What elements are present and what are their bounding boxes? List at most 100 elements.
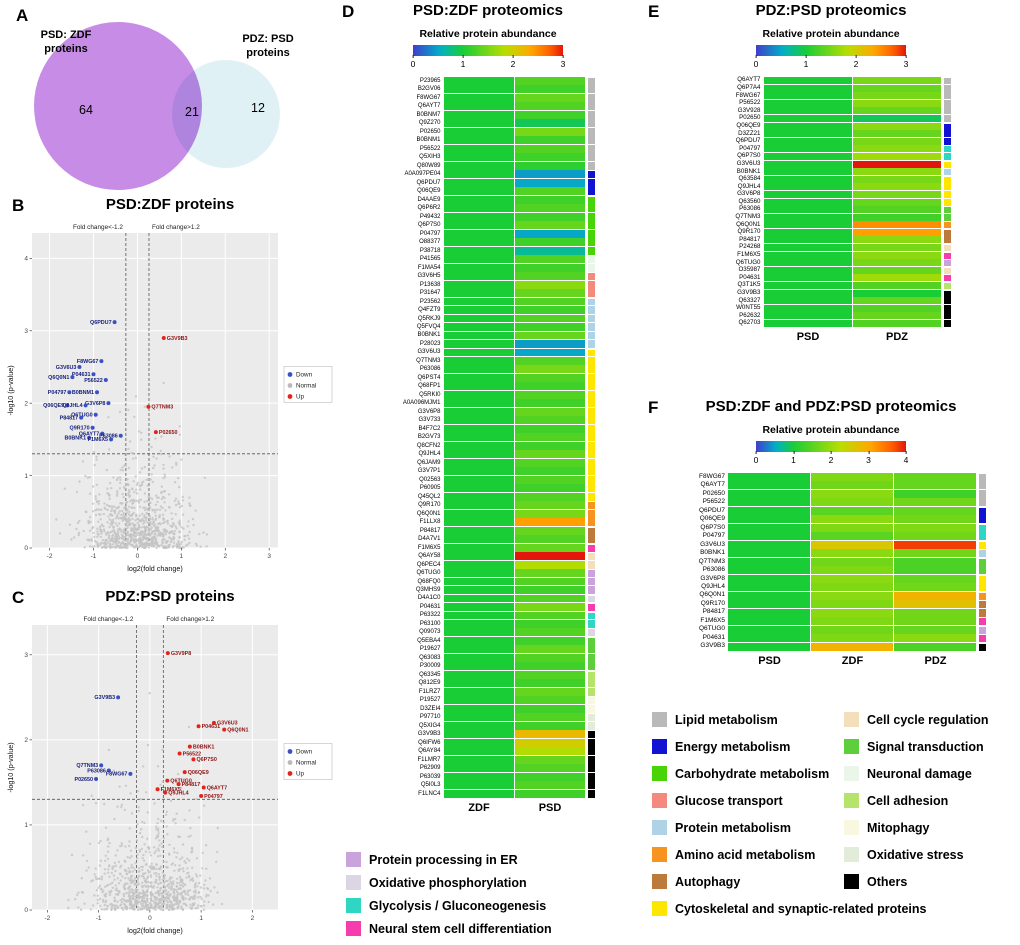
heatmap-cell <box>443 93 514 102</box>
background-point <box>110 514 113 517</box>
heatmap-row: D4AAE9 <box>336 195 640 204</box>
background-point <box>143 500 146 503</box>
background-point <box>199 545 202 548</box>
gene-label: F1LLX8 <box>419 519 441 526</box>
panel-letter-a: A <box>16 6 29 25</box>
background-point <box>138 471 142 474</box>
background-point <box>181 908 185 912</box>
background-point <box>182 527 185 530</box>
category-strip <box>587 475 595 484</box>
background-point <box>110 507 114 511</box>
heatmap-d-grid: P23965 B2GV06 F8WG67 Q6AYT7 B0BNM7 Q9Z270 P026… <box>336 77 640 798</box>
background-point <box>199 895 202 899</box>
background-point <box>141 835 144 839</box>
heatmap-row: D4A1C0 <box>336 594 640 603</box>
gene-label: G3V9B3 <box>737 289 761 297</box>
category-strip <box>587 620 595 628</box>
background-point <box>178 892 182 895</box>
background-point <box>159 452 163 456</box>
heatmap-cell <box>514 636 585 645</box>
heatmap-cell <box>763 320 852 327</box>
heatmap-cell <box>514 772 585 781</box>
background-point <box>133 506 136 510</box>
labeled-point <box>106 768 111 773</box>
gene-label: Q06QE9 <box>699 515 725 523</box>
background-point <box>97 500 101 503</box>
background-point <box>151 517 154 520</box>
background-point <box>170 512 173 515</box>
background-point <box>83 902 86 905</box>
heatmap-cell <box>728 481 810 490</box>
background-point <box>183 538 186 541</box>
gene-label: P63322 <box>419 612 441 619</box>
gene-point-label: F1M6X5 <box>88 437 108 443</box>
background-point <box>140 828 143 831</box>
category-strip <box>587 747 595 756</box>
background-point <box>151 480 154 484</box>
background-point <box>116 492 119 495</box>
gene-label: Q63584 <box>738 175 761 183</box>
heatmap-cell <box>894 532 976 541</box>
heatmap-row: G3V9B3 <box>642 289 1020 297</box>
column-label: ZDF <box>841 654 864 667</box>
heatmap-row: Q6TUG0 <box>336 569 640 577</box>
background-point <box>152 846 156 849</box>
category-strip <box>587 102 595 111</box>
heatmap-cell <box>443 679 514 688</box>
background-point <box>168 543 171 546</box>
background-point <box>141 820 144 824</box>
background-point <box>143 891 147 894</box>
background-point <box>128 897 132 901</box>
background-point <box>105 503 109 507</box>
background-point <box>187 537 191 540</box>
heatmap-cell <box>443 102 514 111</box>
background-point <box>133 877 136 880</box>
background-point <box>63 487 66 490</box>
background-point <box>117 541 121 544</box>
background-point <box>147 886 150 889</box>
background-point <box>157 530 160 533</box>
background-point <box>160 898 163 902</box>
background-point <box>108 893 112 897</box>
background-point <box>115 494 119 497</box>
colorbar-e-title: Relative protein abundance <box>762 28 900 40</box>
labeled-point <box>67 390 72 395</box>
gene-label: Q6AY84 <box>418 748 441 755</box>
background-point <box>166 519 169 522</box>
background-point <box>185 904 188 907</box>
y-tick-label: 4 <box>24 256 28 263</box>
background-point <box>120 803 124 806</box>
category-strip <box>587 594 595 603</box>
category-strip <box>979 489 986 498</box>
gene-label: Q5FVQ4 <box>416 323 441 330</box>
gene-label: Q63327 <box>738 296 761 304</box>
category-strip <box>979 583 986 592</box>
background-point <box>157 829 160 832</box>
background-point <box>112 476 115 479</box>
background-point <box>107 837 110 840</box>
colorbar-tick-label: 2 <box>853 55 859 69</box>
background-point <box>175 890 179 894</box>
background-point <box>170 539 173 542</box>
venn-left-circle <box>34 22 202 190</box>
heatmap-cell <box>728 523 810 532</box>
gene-label: Q6Q0N1 <box>736 220 761 228</box>
gene-label: Q6Q0N1 <box>416 510 441 517</box>
heatmap-row: P62909 <box>336 764 640 773</box>
background-point <box>162 490 166 493</box>
background-point <box>209 889 212 893</box>
legend-swatch <box>844 874 859 889</box>
heatmap-cell <box>514 781 585 790</box>
background-point <box>156 892 160 895</box>
background-point <box>162 467 165 470</box>
labeled-point <box>65 403 70 408</box>
background-point <box>138 514 142 517</box>
background-point <box>162 546 165 549</box>
column-spacer <box>382 802 444 814</box>
gene-point-label: B0BNK1 <box>193 744 215 750</box>
background-point <box>97 508 101 511</box>
background-point <box>139 488 142 491</box>
background-point <box>107 448 111 451</box>
gene-label: P60905 <box>419 485 441 492</box>
background-point <box>100 532 103 535</box>
